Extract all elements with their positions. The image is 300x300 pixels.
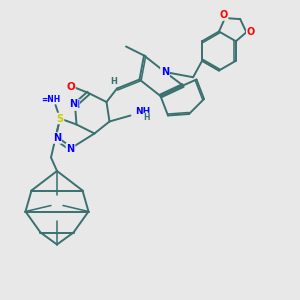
Text: N: N [161,67,169,77]
Text: N: N [69,99,78,110]
Text: O: O [66,82,75,92]
Text: H: H [144,113,150,122]
Text: O: O [247,27,255,37]
Text: H: H [110,77,117,86]
Text: =NH: =NH [41,94,61,103]
Text: O: O [219,10,228,20]
Text: NH: NH [135,107,150,116]
Text: N: N [71,100,79,110]
Text: N: N [53,133,61,143]
Text: S: S [56,113,64,124]
Text: N: N [66,143,75,154]
